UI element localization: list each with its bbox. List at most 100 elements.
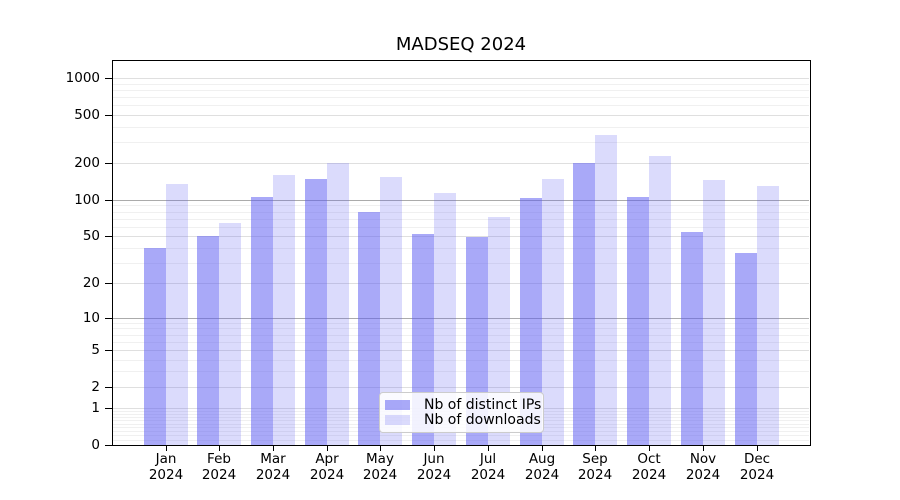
x-tick-label-jul: Jul 2024 [470, 451, 506, 483]
plot-frame [112, 60, 811, 446]
x-tick-mark [757, 445, 758, 451]
x-tick-mark [273, 445, 274, 451]
gridline-40 [113, 247, 809, 249]
legend-label: Nb of distinct IPs [424, 397, 542, 413]
x-tick-mark [703, 445, 704, 451]
chart-title: MADSEQ 2024 [395, 34, 527, 55]
legend: Nb of distinct IPs Nb of downloads [379, 392, 544, 433]
y-tick-label: 1000 [65, 70, 100, 86]
bar-downloads-dec [756, 186, 779, 445]
y-tick-label: 500 [74, 107, 100, 123]
bar-distinct-ips-feb [197, 236, 220, 445]
y-tick-label: 200 [74, 155, 100, 171]
bar-downloads-jan [165, 184, 188, 445]
bar-distinct-ips-sep [573, 163, 596, 445]
bar-layer [113, 61, 809, 445]
gridline-20 [113, 283, 809, 285]
gridline-700 [113, 97, 809, 98]
bar-downloads-may [380, 176, 403, 445]
y-tick-mark [105, 318, 112, 319]
y-tick-label: 5 [91, 342, 100, 358]
gridline-500 [113, 114, 809, 116]
bar-downloads-feb [219, 222, 242, 445]
y-tick-mark [105, 350, 112, 351]
gridline-30 [113, 262, 809, 264]
gridline-2 [113, 386, 809, 388]
y-tick-label: 1 [91, 400, 100, 416]
gridline-6 [113, 341, 809, 343]
y-tick-label: 10 [82, 310, 100, 326]
x-tick-label-apr: Apr 2024 [309, 451, 345, 483]
bar-distinct-ips-aug [519, 198, 542, 445]
gridline-5 [113, 349, 809, 351]
gridline-600 [113, 105, 809, 107]
x-tick-mark [380, 445, 381, 451]
x-tick-label-dec: Dec 2024 [739, 451, 775, 483]
bar-downloads-jun [434, 192, 457, 445]
gridline-3 [113, 371, 809, 373]
gridline-300 [113, 141, 809, 143]
x-tick-label-feb: Feb 2024 [201, 451, 237, 483]
gridline-100 [113, 199, 809, 201]
legend-label: Nb of downloads [424, 412, 541, 428]
y-tick-label: 20 [82, 275, 100, 291]
bar-downloads-aug [541, 178, 564, 445]
y-tick-mark [105, 200, 112, 201]
gridline-9 [113, 322, 809, 324]
bar-distinct-ips-apr [304, 178, 327, 445]
x-tick-mark [649, 445, 650, 451]
y-tick-label: 0 [91, 437, 100, 453]
bar-downloads-oct [649, 155, 672, 445]
x-tick-label-sep: Sep 2024 [577, 451, 613, 483]
gridline-800 [113, 89, 809, 91]
x-tick-mark [327, 445, 328, 451]
bar-distinct-ips-nov [680, 232, 703, 445]
gridline-90 [113, 205, 809, 207]
x-tick-mark [542, 445, 543, 451]
y-tick-label: 2 [91, 379, 100, 395]
x-tick-mark [434, 445, 435, 451]
gridline-80 [113, 211, 809, 213]
gridline-1000 [113, 78, 809, 79]
y-tick-mark [105, 408, 112, 409]
gridline-60 [113, 226, 809, 228]
bar-downloads-apr [326, 162, 349, 445]
y-tick-mark [105, 78, 112, 79]
gridline-200 [113, 163, 809, 165]
y-tick-mark [105, 283, 112, 284]
bar-downloads-jul [487, 217, 510, 445]
legend-row: Nb of distinct IPs [385, 398, 541, 412]
y-tick-mark [105, 387, 112, 388]
x-tick-label-nov: Nov 2024 [685, 451, 721, 483]
gridline-70 [113, 218, 809, 220]
x-tick-label-mar: Mar 2024 [255, 451, 291, 483]
legend-swatch-distinct-ips [385, 400, 410, 410]
y-tick-mark [105, 115, 112, 116]
gridline-10 [113, 317, 809, 319]
y-tick-mark [105, 236, 112, 237]
gridline-8 [113, 328, 809, 330]
x-tick-mark [219, 445, 220, 451]
legend-row: Nb of downloads [385, 413, 541, 427]
y-tick-mark [105, 445, 112, 446]
bar-distinct-ips-mar [251, 196, 273, 445]
gridline-0.1 [113, 439, 809, 441]
x-tick-label-aug: Aug 2024 [524, 451, 560, 483]
y-tick-label: 50 [82, 228, 100, 244]
gridline-50 [113, 236, 809, 238]
x-tick-mark [166, 445, 167, 451]
x-tick-label-may: May 2024 [362, 451, 398, 483]
bar-distinct-ips-oct [627, 197, 650, 445]
bar-downloads-nov [702, 179, 725, 445]
gridline-400 [113, 126, 809, 128]
x-tick-mark [488, 445, 489, 451]
gridline-4 [113, 359, 809, 361]
bar-distinct-ips-dec [734, 253, 757, 445]
gridline-0.2 [113, 435, 809, 437]
bar-distinct-ips-may [358, 211, 381, 445]
x-tick-mark [595, 445, 596, 451]
x-tick-label-oct: Oct 2024 [631, 451, 667, 483]
gridline-7 [113, 334, 809, 336]
bar-downloads-sep [595, 135, 618, 445]
